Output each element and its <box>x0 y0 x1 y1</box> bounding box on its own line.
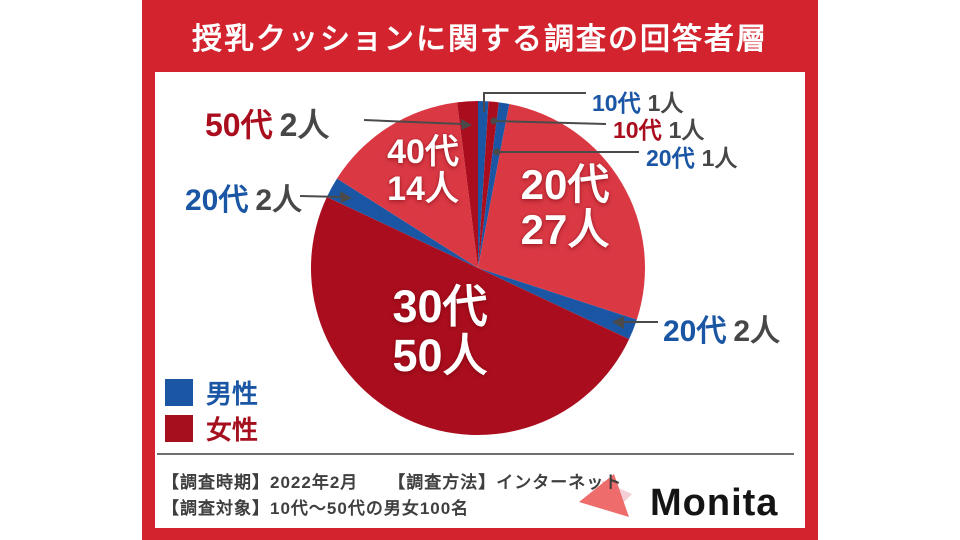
callout-age: 20代 <box>646 145 695 171</box>
leader-line-20s-male-left <box>299 195 343 198</box>
frame-left <box>142 72 155 540</box>
pie-slice-7-40代-女性 <box>337 102 478 268</box>
footer-divider <box>157 453 794 455</box>
leader-line-10s-male <box>483 92 586 112</box>
title-bar: 授乳クッションに関する調査の回答者層 <box>142 0 818 72</box>
leader-line-10s-female <box>493 120 607 125</box>
page-title: 授乳クッションに関する調査の回答者層 <box>192 23 768 56</box>
pie-slice-3-20代-女性 <box>478 103 646 320</box>
pie-slice-8-50代-女性 <box>457 101 478 268</box>
legend-swatch-male <box>165 379 193 406</box>
callout-count: 1人 <box>647 90 684 116</box>
legend-item-female: 女性 <box>165 410 258 447</box>
callout-20s-male-right: 20代 2人 <box>663 306 780 350</box>
legend-item-male: 男性 <box>165 374 258 411</box>
callout-10s-female: 10代 1人 <box>613 111 704 145</box>
pie-slice-1-10代-女性 <box>478 101 499 268</box>
slice-label-count: 50人 <box>392 329 488 381</box>
pie-slice-6-20代-男性 <box>326 178 478 268</box>
footer-line-1: 【調査時期】2022年2月 【調査方法】インターネット <box>162 468 622 493</box>
callout-age: 20代 <box>185 184 249 217</box>
leader-lines <box>299 92 658 323</box>
callout-20s-male-left: 20代 2人 <box>185 175 302 219</box>
legend-label-male: 男性 <box>206 379 259 409</box>
callout-age: 10代 <box>613 117 662 143</box>
leader-line-50s-female <box>363 119 463 125</box>
logo-mark <box>579 474 632 517</box>
callout-20s-male-top: 20代 1人 <box>646 139 737 173</box>
callout-age: 50代 <box>205 107 273 143</box>
callout-count: 2人 <box>279 107 330 143</box>
survey-period: 【調査時期】2022年2月 <box>162 473 359 492</box>
frame-right <box>805 72 818 540</box>
slice-label-age: 30代 <box>392 281 488 332</box>
callout-count: 1人 <box>668 117 705 143</box>
frame-bottom <box>142 528 818 540</box>
legend-label-female: 女性 <box>206 415 259 445</box>
leader-arrow-20s-left <box>340 191 352 203</box>
callout-count: 2人 <box>733 315 781 348</box>
slice-label-40s-female: 40代 14人 <box>348 134 498 207</box>
slice-label-count: 27人 <box>520 206 610 254</box>
slice-label-count: 14人 <box>387 169 459 208</box>
pie-slice-2-20代-男性 <box>478 102 510 268</box>
callout-50s-female: 50代 2人 <box>205 100 329 146</box>
footer-line-2: 【調査対象】10代〜50代の男女100名 <box>162 494 469 519</box>
legend-swatch-female <box>165 415 193 442</box>
pie-slice-0-10代-男性 <box>478 101 489 268</box>
leader-arrow-20s-right <box>612 316 624 329</box>
pie-chart <box>310 101 646 436</box>
slice-label-20s-female: 20代 27人 <box>470 162 660 253</box>
callout-count: 1人 <box>701 145 738 171</box>
logo-text: Monita <box>650 482 779 524</box>
callout-age: 10代 <box>592 90 641 116</box>
callout-count: 2人 <box>255 184 303 217</box>
leader-arrow-50s <box>461 119 472 130</box>
survey-method: 【調査方法】インターネット <box>388 473 623 492</box>
pie-slice-5-30代-女性 <box>310 196 630 436</box>
pie-slice-4-20代-男性 <box>478 268 637 340</box>
slice-label-30s-female: 30代 50人 <box>345 281 535 381</box>
logo-triangle-icon <box>579 474 629 517</box>
callout-10s-male: 10代 1人 <box>592 84 683 118</box>
survey-target: 【調査対象】10代〜50代の男女100名 <box>162 499 470 518</box>
callout-age: 20代 <box>663 315 727 348</box>
leader-dot-10s-female <box>490 117 498 125</box>
slice-label-age: 20代 <box>520 161 610 208</box>
slice-label-age: 40代 <box>387 133 459 171</box>
leader-line-ends <box>340 117 624 329</box>
leader-dot-20s-male <box>493 148 501 156</box>
